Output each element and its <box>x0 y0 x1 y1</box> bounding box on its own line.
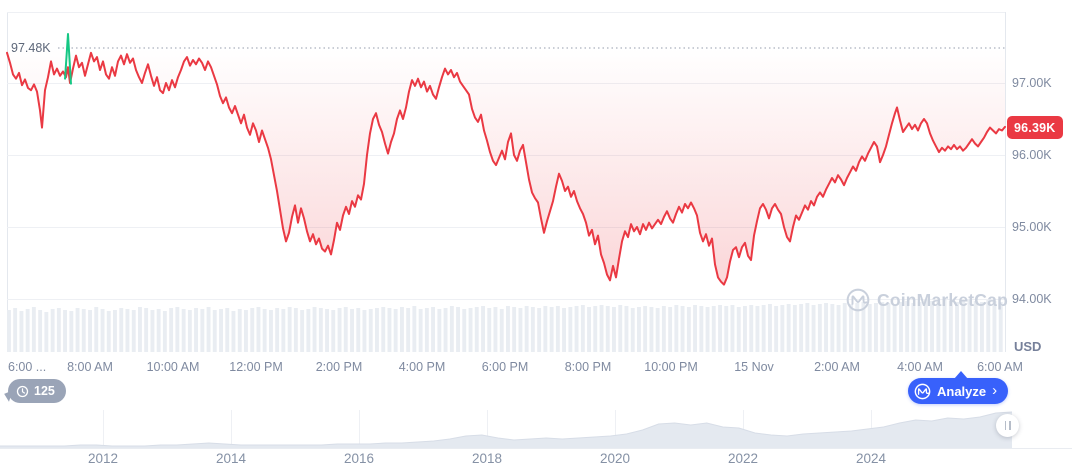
minimap-area <box>0 412 1012 448</box>
high-price-label: 97.48K <box>11 41 51 55</box>
history-count-badge[interactable]: 125 <box>8 379 66 403</box>
currency-label: USD <box>1014 339 1042 354</box>
analyze-button[interactable]: Analyze › <box>908 371 1009 404</box>
minimap-year-label: 2014 <box>215 451 247 466</box>
y-axis-label: 94.00K <box>1012 292 1052 306</box>
volume-bars <box>7 300 1003 352</box>
x-axis-tick: 6:00 ... <box>8 360 47 374</box>
minimap-year-label: 2018 <box>471 451 503 466</box>
analyze-label: Analyze <box>937 383 987 399</box>
x-axis-tick: 8:00 PM <box>564 360 612 374</box>
history-count-value: 125 <box>34 384 55 398</box>
minimap-year-label: 2016 <box>343 451 375 466</box>
minimap-year-label: 2012 <box>87 451 119 466</box>
watermark-text: CoinMarketCap <box>877 289 1008 310</box>
y-axis-label: 97.00K <box>1012 76 1052 90</box>
x-axis-tick: 8:00 AM <box>67 360 113 374</box>
x-axis-tick: 6:00 AM <box>977 360 1023 374</box>
y-axis-label: 95.00K <box>1012 220 1052 234</box>
current-price-badge: 96.39K <box>1007 116 1063 139</box>
green-spike-line <box>64 33 72 85</box>
coinmarketcap-watermark-logo-icon <box>846 288 870 312</box>
plot-borders <box>7 12 1006 352</box>
minimap-year-label: 2024 <box>855 451 887 466</box>
x-axis-tick: 15 Nov <box>734 360 774 374</box>
coinmarketcap-watermark: CoinMarketCap <box>846 288 1008 312</box>
price-line <box>6 51 1006 286</box>
x-axis-tick: 4:00 PM <box>398 360 446 374</box>
x-axis-tick: 12:00 PM <box>229 360 283 374</box>
x-axis-tick: 6:00 PM <box>481 360 529 374</box>
chevron-right-icon: › <box>992 382 998 399</box>
x-axis-tick: 10:00 PM <box>644 360 698 374</box>
x-axis-tick: 4:00 AM <box>897 360 943 374</box>
minimap-area-edge <box>0 411 1013 447</box>
coinmarketcap-logo-icon <box>914 383 931 400</box>
minimap-year-label: 2020 <box>599 451 631 466</box>
x-axis-tick: 10:00 AM <box>146 360 200 374</box>
history-clock-icon <box>16 385 29 398</box>
minimap-year-label: 2022 <box>727 451 759 466</box>
y-axis-label: 96.00K <box>1012 148 1052 162</box>
minimap-drag-handle[interactable] <box>996 414 1019 437</box>
x-axis-tick: 2:00 AM <box>814 360 860 374</box>
x-axis-tick: 2:00 PM <box>315 360 363 374</box>
